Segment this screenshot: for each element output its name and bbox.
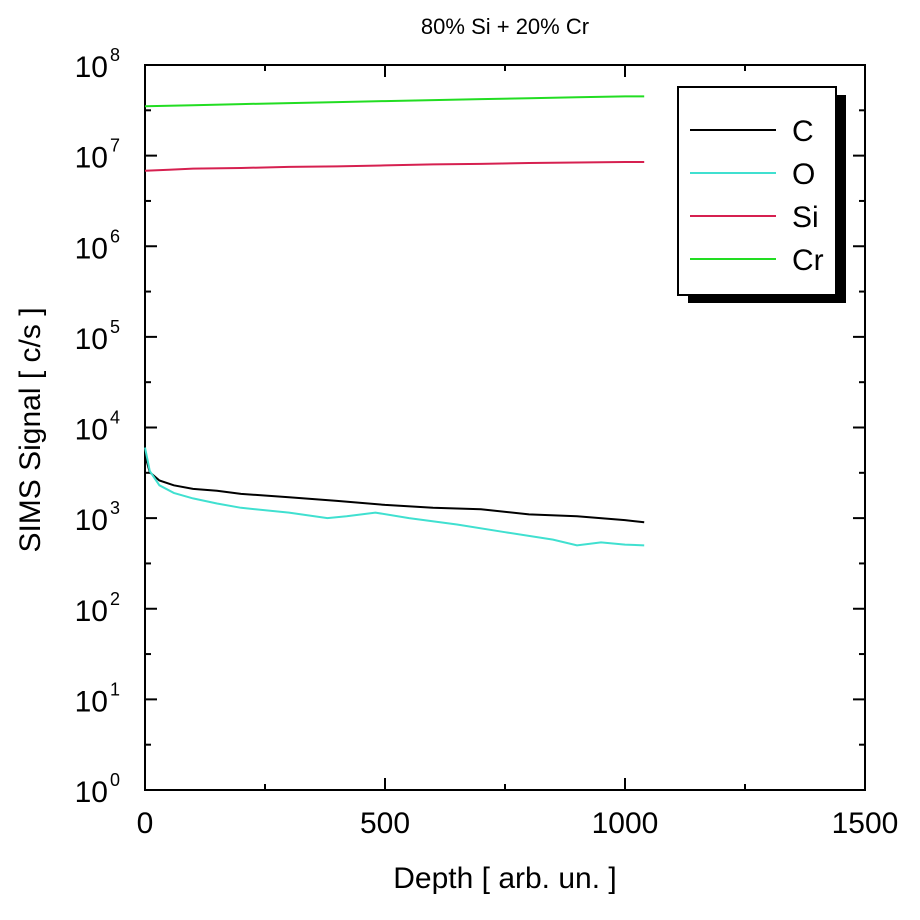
legend-label-c: C: [792, 115, 814, 148]
x-tick-label: 500: [360, 807, 410, 840]
y-tick-label-exponent: 4: [110, 408, 120, 428]
y-tick-label-exponent: 8: [110, 45, 120, 65]
x-tick-label: 0: [137, 807, 154, 840]
y-tick-label-exponent: 6: [110, 226, 120, 246]
series-line-cr: [144, 95, 645, 108]
y-tick-label-exponent: 7: [110, 136, 120, 156]
legend-label-cr: Cr: [792, 244, 824, 277]
chart-title: 80% Si + 20% Cr: [421, 14, 589, 39]
legend-box: [677, 86, 837, 296]
y-tick-label-base: 10: [75, 232, 108, 265]
y-tick-label-base: 10: [75, 142, 108, 175]
y-tick-label-exponent: 1: [110, 679, 120, 699]
series-lines: [144, 95, 645, 547]
y-tick-label-base: 10: [75, 595, 108, 628]
y-tick-label-exponent: 0: [110, 770, 120, 790]
x-tick-label: 1500: [832, 807, 899, 840]
legend: CO Si Cr: [677, 86, 846, 303]
y-tick-label-base: 10: [75, 776, 108, 809]
legend-label-o: O: [792, 158, 815, 191]
y-axis-label: SIMS Signal [ c/s ]: [14, 307, 47, 552]
y-tick-label-exponent: 3: [110, 498, 120, 518]
y-tick-label-exponent: 5: [110, 317, 120, 337]
y-tick-label-base: 10: [75, 504, 108, 537]
legend-label-si: Si: [792, 201, 819, 234]
x-axis-label: Depth [ arb. un. ]: [393, 862, 616, 895]
x-tick-label: 1000: [592, 807, 659, 840]
series-line-c: [144, 454, 645, 524]
y-tick-label-base: 10: [75, 323, 108, 356]
y-tick-label-exponent: 2: [110, 589, 120, 609]
series-line-si: [144, 161, 645, 172]
y-tick-label-base: 10: [75, 685, 108, 718]
series-line-o: [144, 447, 645, 547]
y-tick-label-base: 10: [75, 51, 108, 84]
y-tick-label-base: 10: [75, 414, 108, 447]
